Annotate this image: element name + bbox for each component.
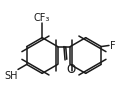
- Text: SH: SH: [4, 70, 17, 80]
- Text: F: F: [110, 41, 115, 51]
- Text: O: O: [66, 62, 75, 75]
- Text: CF₃: CF₃: [34, 13, 50, 23]
